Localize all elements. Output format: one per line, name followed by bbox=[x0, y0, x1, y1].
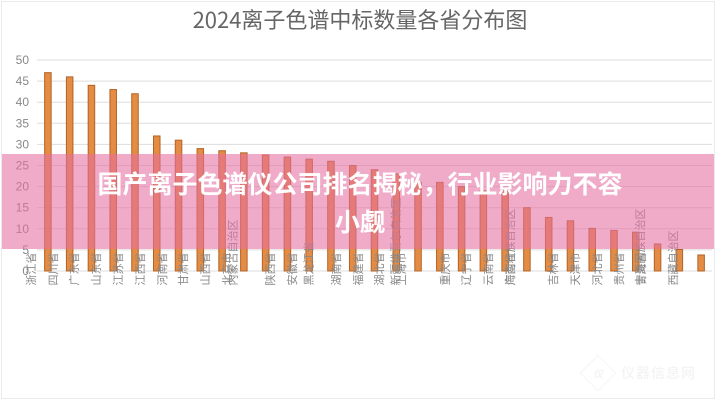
svg-text:35: 35 bbox=[16, 116, 30, 130]
svg-text:40: 40 bbox=[16, 95, 30, 109]
svg-text:50: 50 bbox=[16, 53, 30, 67]
svg-text:45: 45 bbox=[16, 74, 30, 88]
svg-text:30: 30 bbox=[16, 137, 30, 151]
